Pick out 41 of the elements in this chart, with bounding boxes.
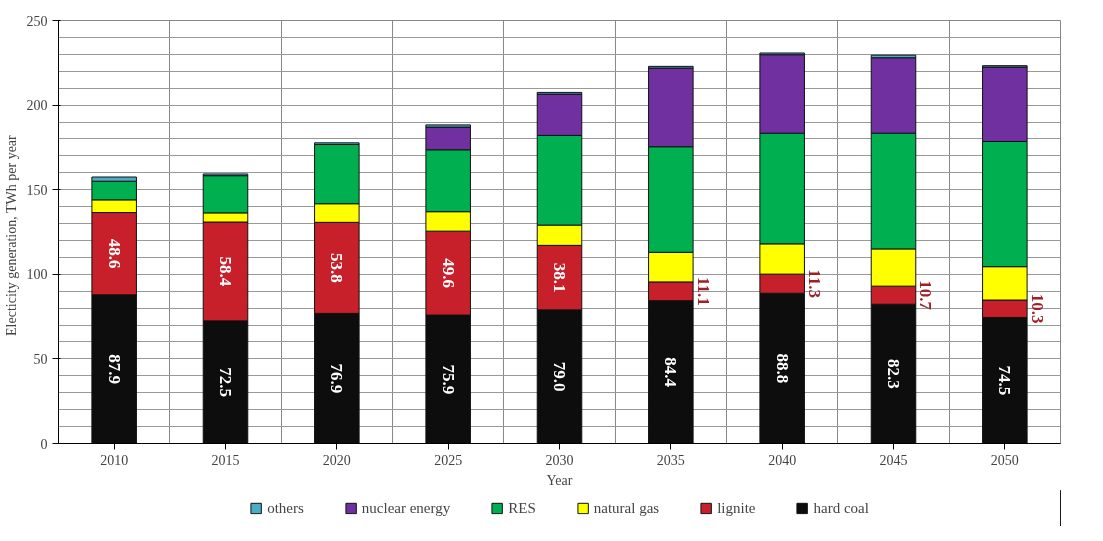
y-tick-label: 250 [26,13,48,29]
legend-label: natural gas [593,499,660,517]
y-tick-label: 100 [26,267,48,283]
data-label: 10.7 [916,280,936,311]
data-label: 76.9 [327,363,347,394]
data-label: 87.9 [104,354,124,385]
legend-label: lignite [717,499,756,517]
data-label: 88.8 [772,353,792,384]
data-label: 79.0 [550,361,569,392]
y-tick-label: 0 [40,436,48,452]
y-axis-title: Electicity generation, TWh per year [3,134,19,336]
data-label: 48.6 [104,238,124,269]
data-label: 84.4 [661,357,681,388]
data-label: 11.1 [693,276,713,306]
data-label: 53.8 [327,253,347,283]
legend-label: nuclear energy [361,499,451,517]
data-label: 38.1 [550,262,569,293]
x-tick-label: 2040 [768,452,797,468]
data-label: 58.4 [216,256,235,287]
legend-label: others [267,499,304,517]
y-tick-label: 200 [26,98,48,114]
data-label: 72.5 [216,367,235,398]
x-tick-label: 2045 [879,452,908,468]
x-tick-label: 2020 [322,452,351,468]
data-label: 10.3 [1027,293,1047,324]
data-label: 82.3 [884,359,903,389]
legend-label: hard coal [813,499,869,517]
data-label: 49.6 [438,258,458,288]
x-tick-label: 2050 [990,452,1019,468]
x-axis-title: Year [546,472,573,488]
y-tick-label: 50 [33,351,48,367]
x-tick-label: 2035 [656,452,685,468]
x-tick-label: 2015 [211,452,240,468]
data-label: 74.5 [995,365,1015,396]
legend-label: RES [508,499,536,517]
x-tick-label: 2010 [100,452,129,468]
y-tick-label: 150 [26,182,48,198]
x-tick-label: 2030 [545,452,574,468]
x-tick-label: 2025 [434,452,463,468]
data-label: 75.9 [438,364,458,395]
data-label: 11.3 [804,269,824,299]
